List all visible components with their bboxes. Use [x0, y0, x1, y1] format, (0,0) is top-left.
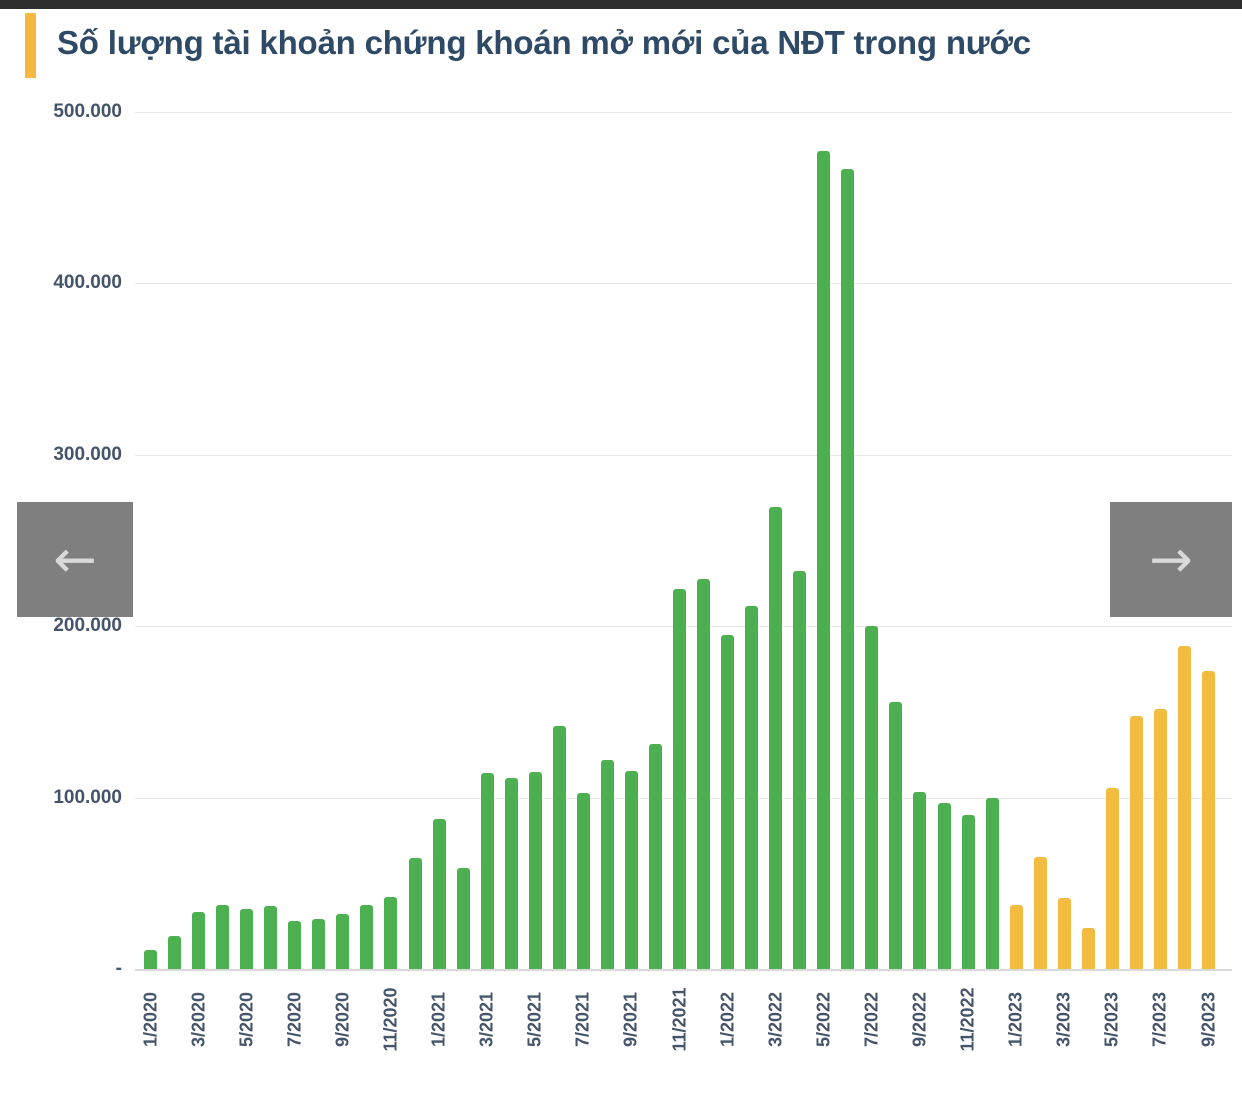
x-axis-tick-label: 3/2021	[476, 991, 497, 1048]
bar-4/2021	[505, 778, 518, 969]
gridline	[135, 283, 1232, 284]
bar-7/2022	[865, 626, 878, 969]
x-axis-tick-label: 5/2022	[813, 991, 834, 1048]
bar-6/2021	[553, 726, 566, 969]
bar-8/2021	[601, 760, 614, 969]
y-axis-tick-label: 200.000	[53, 615, 122, 636]
bar-1/2021	[433, 819, 446, 969]
bar-2/2021	[457, 868, 470, 969]
x-axis-tick-label: 7/2022	[861, 991, 882, 1048]
bar-2/2022	[745, 606, 758, 969]
bar-7/2021	[577, 793, 590, 969]
x-axis-tick-label: 1/2021	[428, 991, 449, 1048]
x-axis-tick-label: 5/2023	[1101, 991, 1122, 1048]
x-axis-tick-label: 3/2020	[188, 991, 209, 1048]
x-axis-tick-label: 9/2023	[1198, 991, 1219, 1048]
bar-5/2022	[817, 151, 830, 969]
bar-5/2021	[529, 772, 542, 969]
x-axis-tick-label: 7/2021	[572, 991, 593, 1048]
prev-button[interactable]: ←	[17, 502, 133, 617]
bar-9/2023	[1202, 671, 1215, 969]
bar-4/2023	[1082, 928, 1095, 969]
next-button[interactable]: →	[1110, 502, 1232, 617]
bar-12/2022	[986, 798, 999, 969]
y-axis-tick-label: 500.000	[53, 101, 122, 122]
bar-3/2022	[769, 507, 782, 969]
bar-8/2020	[312, 919, 325, 969]
bar-10/2020	[360, 905, 373, 969]
y-axis-tick-label: 400.000	[53, 272, 122, 293]
bar-8/2023	[1178, 646, 1191, 969]
bar-12/2020	[409, 858, 422, 969]
y-axis-tick-label: -	[115, 958, 122, 979]
bar-9/2020	[336, 914, 349, 969]
bar-7/2020	[288, 921, 301, 969]
bar-10/2022	[938, 803, 951, 969]
x-axis-tick-label: 3/2022	[765, 991, 786, 1048]
bar-3/2021	[481, 773, 494, 969]
y-axis-tick-label: 100.000	[53, 787, 122, 808]
bar-5/2023	[1106, 788, 1119, 969]
bar-7/2023	[1154, 709, 1167, 969]
x-axis-tick-label: 5/2021	[524, 991, 545, 1048]
bar-12/2021	[697, 579, 710, 969]
bar-3/2023	[1058, 898, 1071, 969]
title-accent-bar	[25, 13, 36, 78]
bar-4/2020	[216, 905, 229, 969]
x-axis-tick-label: 1/2023	[1005, 991, 1026, 1048]
bar-1/2022	[721, 635, 734, 969]
x-axis-tick-label: 9/2022	[909, 991, 930, 1048]
x-axis-tick-label: 1/2020	[140, 991, 161, 1048]
y-axis-tick-label: 300.000	[53, 444, 122, 465]
bar-2/2020	[168, 936, 181, 969]
x-axis-tick-label: 9/2021	[620, 991, 641, 1048]
bar-10/2021	[649, 744, 662, 969]
bar-11/2022	[962, 815, 975, 969]
bar-6/2020	[264, 906, 277, 969]
bar-6/2022	[841, 169, 854, 969]
gridline	[135, 455, 1232, 456]
right-arrow-icon: →	[1149, 529, 1193, 590]
x-axis-tick-label: 1/2022	[717, 991, 738, 1048]
bar-11/2020	[384, 897, 397, 969]
x-axis-tick-label: 7/2020	[284, 991, 305, 1048]
gridline	[135, 112, 1232, 113]
x-axis-tick-label: 11/2020	[380, 987, 401, 1052]
bar-8/2022	[889, 702, 902, 969]
left-arrow-icon: ←	[53, 529, 97, 590]
x-axis-tick-label: 7/2023	[1149, 991, 1170, 1048]
bar-2/2023	[1034, 857, 1047, 969]
bar-1/2023	[1010, 905, 1023, 969]
bar-9/2021	[625, 771, 638, 969]
bar-3/2020	[192, 912, 205, 969]
top-strip	[0, 0, 1242, 9]
bar-9/2022	[913, 792, 926, 969]
gridline	[135, 969, 1232, 971]
x-axis-tick-label: 3/2023	[1053, 991, 1074, 1048]
chart-title: Số lượng tài khoản chứng khoán mở mới củ…	[57, 24, 1031, 61]
x-axis-tick-label: 5/2020	[236, 991, 257, 1048]
bar-11/2021	[673, 589, 686, 969]
x-axis-tick-label: 11/2021	[669, 987, 690, 1052]
bar-1/2020	[144, 950, 157, 969]
bar-6/2023	[1130, 716, 1143, 969]
x-axis-tick-label: 9/2020	[332, 991, 353, 1048]
bar-5/2020	[240, 909, 253, 969]
x-axis-tick-label: 11/2022	[957, 987, 978, 1052]
bar-4/2022	[793, 571, 806, 969]
